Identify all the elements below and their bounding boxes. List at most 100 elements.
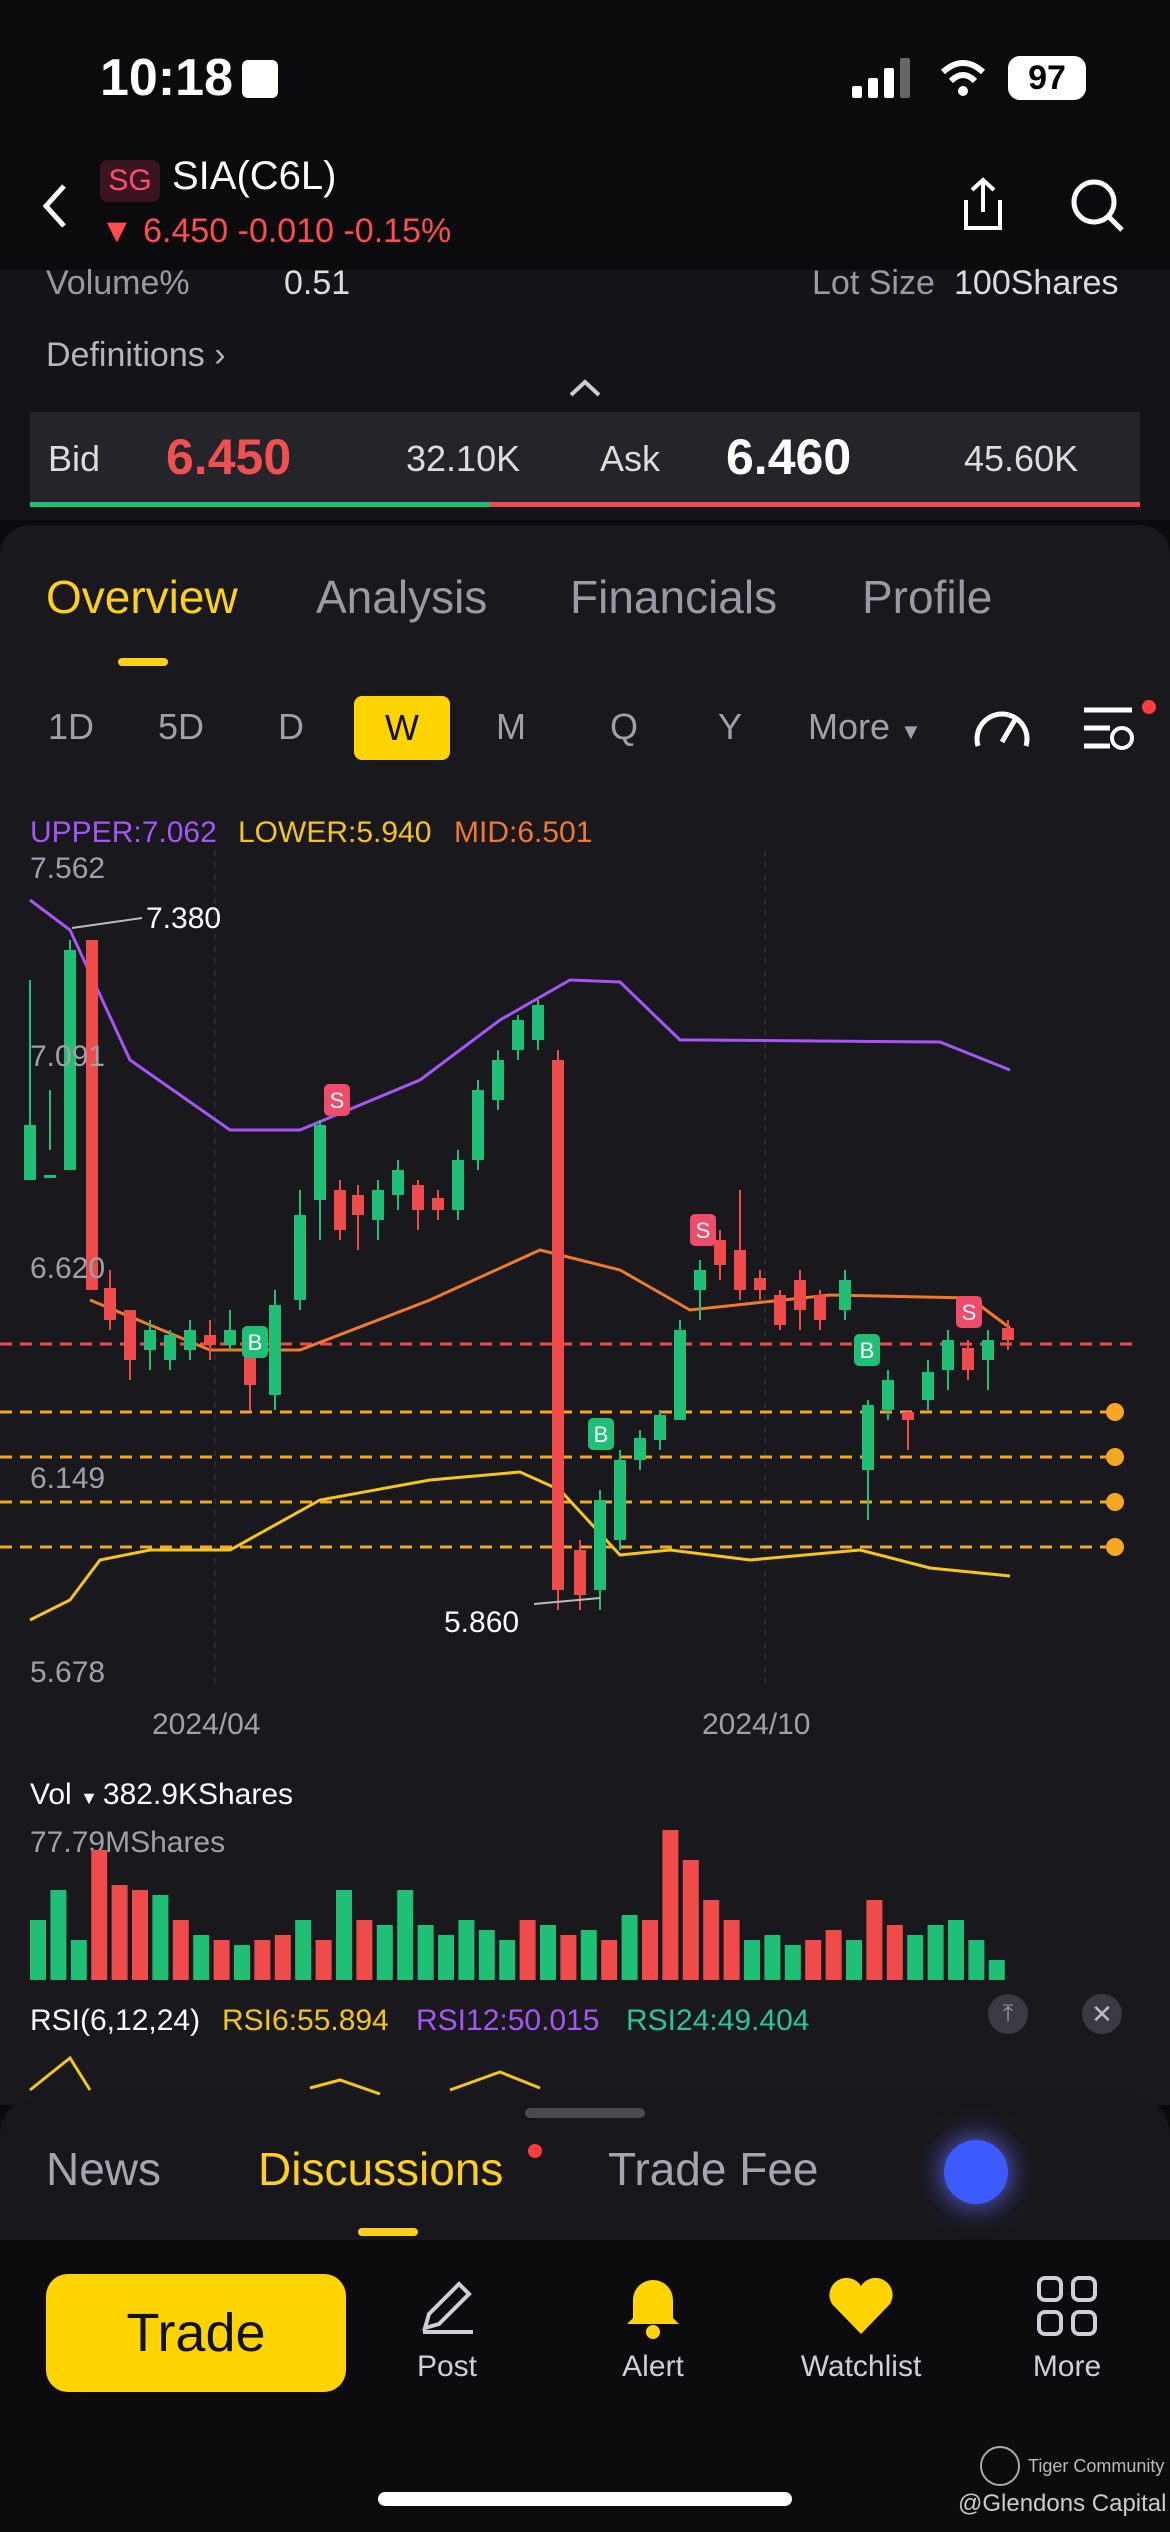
period-m[interactable]: M [496,706,526,747]
watchlist-label: Watchlist [800,2350,922,2383]
volume-bar [213,1940,230,1980]
svg-text:B: B [594,1422,609,1447]
period-q[interactable]: Q [610,706,639,747]
sell-marker [690,1214,716,1246]
share-icon[interactable] [958,176,1008,234]
period-w[interactable]: W [354,696,450,760]
rsi-label: RSI(6,12,24) [30,2004,201,2037]
svg-text:B: B [248,1330,263,1355]
volume-bar [152,1895,169,1980]
period-5d[interactable]: 5D [158,706,205,747]
candle-body [634,1438,646,1460]
period-1d[interactable]: 1D [48,706,95,747]
legend-mid: MID:6.501 [454,816,593,849]
candle-body [372,1190,384,1220]
back-icon[interactable] [40,182,70,230]
candle-body [982,1340,994,1360]
bell-icon [1106,1403,1124,1421]
tab-financials[interactable]: Financials [570,571,778,623]
buy-marker [854,1334,880,1366]
search-icon[interactable] [1070,178,1126,234]
candle-body [144,1330,156,1350]
volume-bar [825,1930,842,1980]
candle-body [674,1330,686,1420]
sell-marker [956,1296,982,1328]
more-label: More [1032,2350,1102,2383]
period-y[interactable]: Y [718,706,743,747]
close-icon[interactable]: ✕ [1082,1994,1122,2034]
candle-body [552,1060,564,1590]
volume-label[interactable]: Vol ▼ 382.9KShares [30,1778,293,1812]
bid-label: Bid [48,438,101,479]
more-button[interactable]: More [982,2262,1152,2383]
svg-text:S: S [962,1300,977,1325]
period-more[interactable]: More ▼ [808,706,922,748]
candle-body [962,1348,974,1370]
id-card-icon [242,60,278,98]
chevron-up-icon[interactable] [568,378,602,398]
volume-bar [968,1940,985,1980]
y-tick-label: 5.678 [30,1656,106,1689]
volume-bar [234,1945,250,1980]
volume-bar [30,1920,46,1980]
sheet-handle[interactable] [525,2108,645,2118]
candle-body [839,1280,851,1310]
candle-body [334,1190,346,1230]
volume-bar [438,1935,454,1980]
low-annotation: 5.860 [444,1606,520,1639]
tab-profile[interactable]: Profile [862,571,993,623]
bell-icon [1106,1448,1124,1466]
tab-analysis[interactable]: Analysis [316,571,488,623]
period-d[interactable]: D [278,706,304,747]
market-badge: SG [100,160,160,202]
tiger-logo-icon [980,2446,1020,2486]
tab-trade-fee[interactable]: Trade Fee [608,2143,819,2195]
candle-body [512,1020,524,1050]
candle-body [654,1415,666,1440]
volume-bar [703,1900,720,1980]
volume-bar [907,1935,924,1980]
bell-icon [1106,1538,1124,1556]
volume-pct-value: 0.51 [284,264,351,302]
chart-settings-icon[interactable] [1080,702,1140,756]
gauge-icon[interactable] [972,700,1032,756]
volume-bar [764,1935,781,1980]
post-button[interactable]: Post [362,2262,532,2383]
watchlist-button[interactable]: Watchlist [776,2262,946,2383]
post-label: Post [416,2350,478,2383]
tab-discussions[interactable]: Discussions [258,2143,504,2195]
y-tick-label: 6.149 [30,1462,106,1495]
volume-bar [540,1925,556,1980]
rsi6-value: RSI6:55.894 [222,2004,389,2037]
price-chart[interactable]: S S S B B B [0,850,1170,1700]
volume-bar [744,1940,760,1980]
candle-body [412,1185,424,1210]
volume-bar [621,1915,638,1980]
definitions-label: Definitions [46,336,205,374]
ask-depth-bar [490,502,1140,507]
candle-body [1002,1328,1014,1340]
assistant-avatar-icon[interactable] [944,2140,1008,2204]
volume-bar [846,1940,862,1980]
tab-overview[interactable]: Overview [46,571,238,623]
period-more-label: More [808,706,891,747]
notification-dot [1142,700,1156,714]
candle-body [942,1340,954,1370]
tab-news[interactable]: News [46,2143,162,2195]
alert-button[interactable]: Alert [568,2262,738,2383]
definitions-link[interactable]: Definitions › [46,336,226,375]
home-indicator[interactable] [378,2492,792,2506]
candle-body [902,1412,914,1420]
rsi-chart [29,2055,541,2095]
watermark-community: Tiger Community [1028,2456,1165,2476]
pin-top-icon[interactable]: ⤒ [988,1994,1028,2034]
x-tick-label: 2024/04 [152,1708,261,1741]
candle-body [452,1160,464,1210]
candle-body [204,1335,216,1345]
candle-body [922,1372,934,1400]
candle-body [164,1335,176,1360]
volume-chart [30,1830,1005,1980]
trade-button[interactable]: Trade [46,2274,346,2392]
high-annotation: 7.380 [146,902,222,935]
volume-bar [784,1945,801,1980]
